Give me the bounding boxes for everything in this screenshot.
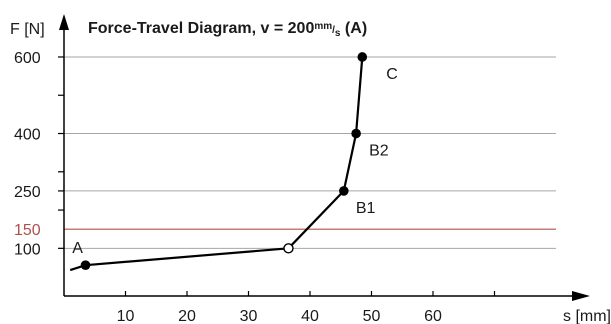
point-A [80, 260, 91, 270]
title-suffix: (A) [340, 20, 367, 37]
axes [59, 14, 590, 301]
point-B2 [351, 128, 361, 139]
title-unit-bottom: s [335, 28, 341, 39]
threshold-label: 150 [14, 222, 41, 239]
point-label-B2: B2 [369, 143, 389, 160]
series-line [69, 56, 364, 272]
y-tick-label-100: 100 [14, 241, 41, 258]
point-label-B1: B1 [356, 200, 376, 217]
point-open-2 [283, 243, 294, 254]
y-tick-label-400: 400 [14, 127, 41, 144]
y-tick-label-250: 250 [14, 184, 41, 201]
y-axis-label: F [N] [10, 21, 45, 38]
x-axis-label: s [mm] [563, 308, 611, 324]
series: A B1 B2 C [69, 52, 398, 272]
chart-title: Force-Travel Diagram, v = 200mm/s (A) [88, 20, 367, 39]
gridlines [64, 56, 556, 249]
point-label-C: C [386, 66, 398, 83]
title-unit-sep: / [332, 25, 335, 36]
point-C [357, 52, 368, 62]
x-tick-label-10: 10 [117, 308, 135, 324]
x-tick-label-50: 50 [363, 308, 381, 324]
x-axis-arrow-icon [572, 291, 590, 301]
title-unit-top: mm [314, 21, 332, 32]
y-axis-arrow-icon [59, 14, 69, 30]
title-prefix: Force-Travel Diagram, v = 200 [88, 20, 314, 37]
x-tick-label-40: 40 [301, 308, 319, 324]
point-B1 [339, 186, 349, 196]
x-tick-label-60: 60 [424, 308, 442, 324]
x-tick-label-20: 20 [178, 308, 196, 324]
point-label-A: A [72, 240, 83, 257]
x-tick-label-30: 30 [240, 308, 258, 324]
y-tick-label-600: 600 [14, 50, 41, 67]
ticks: 10 20 30 40 50 60 100 250 400 600 [14, 50, 496, 324]
